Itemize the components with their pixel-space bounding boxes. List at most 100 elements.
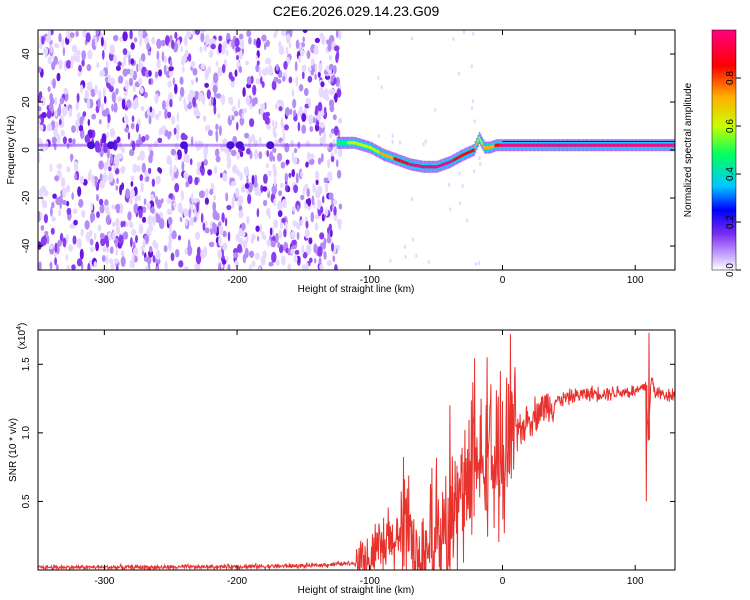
noise-speck xyxy=(108,166,112,172)
track-core xyxy=(503,143,506,147)
noise-speck xyxy=(183,152,187,163)
noise-speck xyxy=(160,126,166,135)
snr-multiplier: (x104) xyxy=(16,323,28,350)
noise-speck xyxy=(217,66,223,77)
noise-speck xyxy=(102,87,106,98)
track-core xyxy=(514,143,517,147)
track-core xyxy=(434,165,437,169)
noise-speck xyxy=(243,166,249,177)
track-core xyxy=(421,165,424,169)
noise-speck xyxy=(266,187,270,194)
track-core xyxy=(509,143,511,147)
noise-speck xyxy=(301,124,307,134)
noise-speck xyxy=(171,230,177,240)
noise-speck xyxy=(194,90,199,100)
noise-speck xyxy=(239,39,245,50)
noise-speck xyxy=(147,167,152,175)
signal-blob xyxy=(87,141,96,150)
noise-speck xyxy=(148,78,152,85)
track-core xyxy=(381,152,384,156)
track-core xyxy=(546,143,549,147)
x-tick-label: -100 xyxy=(360,275,380,286)
noise-speck xyxy=(277,79,282,84)
x-tick-label: -300 xyxy=(94,576,114,587)
track-core xyxy=(487,146,490,150)
noise-speck xyxy=(183,266,189,270)
x-tick-label: 0 xyxy=(500,576,506,587)
noise-speck xyxy=(333,125,339,136)
noise-speck xyxy=(130,122,135,130)
track-core xyxy=(393,157,396,161)
track-core xyxy=(664,143,667,147)
noise-speck xyxy=(155,249,161,260)
noise-speck xyxy=(256,208,260,218)
noise-speck xyxy=(158,218,165,230)
noise-speck xyxy=(113,54,117,64)
noise-speck xyxy=(133,203,139,214)
noise-speck xyxy=(100,36,104,47)
noise-speck xyxy=(317,246,323,258)
noise-speck xyxy=(101,255,106,262)
noise-speck xyxy=(326,260,332,266)
noise-speck xyxy=(190,79,194,86)
track-core xyxy=(534,143,537,147)
track-core xyxy=(377,150,380,154)
noise-speck xyxy=(141,216,147,223)
noise-speck xyxy=(292,205,296,212)
track-core xyxy=(611,143,614,147)
snr-panel: -300 -200 -100 0 100 0.5 1.0 1.5 Height of str… xyxy=(8,323,676,596)
noise-speck xyxy=(210,38,216,45)
track-core xyxy=(420,164,422,168)
noise-speck xyxy=(110,246,114,254)
noise-speck xyxy=(273,219,278,229)
noise-speck xyxy=(246,83,252,89)
noise-speck xyxy=(195,76,199,83)
noise-speck xyxy=(327,231,331,241)
noise-speck xyxy=(306,188,311,198)
noise-speck xyxy=(241,112,245,119)
track-core xyxy=(592,143,595,147)
noise-speck xyxy=(333,65,337,75)
noise-speck xyxy=(389,258,392,263)
track-core xyxy=(570,143,572,147)
noise-speck xyxy=(155,175,161,185)
noise-speck xyxy=(66,166,71,173)
noise-speck xyxy=(267,57,271,65)
track-core xyxy=(629,143,632,147)
noise-speck xyxy=(427,260,430,265)
track-core xyxy=(363,144,365,148)
x-tick-label: -200 xyxy=(227,576,247,587)
noise-speck xyxy=(458,171,461,176)
track-core xyxy=(578,143,580,147)
noise-speck xyxy=(199,30,206,34)
noise-speck xyxy=(187,239,191,251)
noise-speck xyxy=(110,263,115,270)
track-core xyxy=(617,143,620,147)
track-core xyxy=(493,144,495,148)
noise-speck xyxy=(48,244,54,250)
noise-speck xyxy=(167,111,172,119)
track-core xyxy=(438,164,441,168)
track-core xyxy=(564,143,567,147)
noise-speck xyxy=(332,199,338,205)
noise-speck xyxy=(149,150,154,158)
noise-speck xyxy=(285,159,290,165)
noise-speck xyxy=(308,97,311,109)
noise-speck xyxy=(76,238,82,249)
noise-speck xyxy=(238,210,244,219)
noise-speck xyxy=(271,185,278,195)
noise-speck xyxy=(120,250,125,257)
noise-speck xyxy=(328,63,334,71)
x-tick-label: -300 xyxy=(94,275,114,286)
noise-speck xyxy=(113,34,119,42)
noise-speck xyxy=(107,77,113,84)
snr-multiplier-exponent: 4 xyxy=(16,326,23,330)
noise-speck xyxy=(91,39,96,50)
noise-speck xyxy=(204,197,209,205)
noise-speck xyxy=(274,120,278,130)
noise-speck xyxy=(194,263,198,270)
noise-speck xyxy=(78,198,84,208)
y-tick-label: 0 xyxy=(21,147,32,153)
track-core xyxy=(441,163,444,167)
noise-speck xyxy=(248,37,252,45)
